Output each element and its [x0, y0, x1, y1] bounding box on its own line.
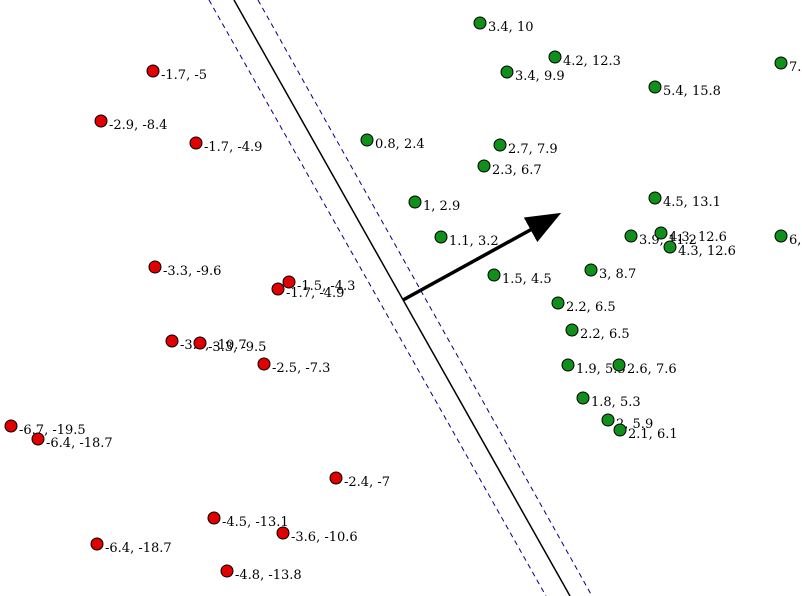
negative-point-label: -1.7, -5 — [161, 68, 207, 83]
positive-point — [551, 296, 565, 310]
margin-line-left — [208, 0, 547, 596]
positive-point-label: 3.4, 9.9 — [515, 69, 565, 84]
positive-point — [500, 65, 514, 79]
negative-points: -1.7, -5 -2.9, -8.4 -1.7, -4.9 -3.3, -9.6 -1… — [4, 64, 390, 583]
negative-point — [146, 64, 160, 78]
negative-point-label: -3.3, -9.5 — [208, 340, 266, 355]
positive-point-label: 1.5, 4.5 — [502, 272, 552, 287]
negative-point-label: -1.5, -4.3 — [297, 279, 355, 294]
positive-point-label: 2.2, 6.5 — [580, 327, 630, 342]
positive-point-label: 1.1, 3.2 — [449, 234, 499, 249]
positive-point-label: 6, — [789, 233, 801, 248]
negative-point — [4, 419, 18, 433]
margin-line-right — [257, 0, 593, 596]
negative-point — [189, 136, 203, 150]
negative-point-label: -3.6, -10.6 — [291, 530, 358, 545]
negative-point — [148, 260, 162, 274]
negative-point — [207, 511, 221, 525]
positive-point-label: 2.6, 7.6 — [627, 362, 677, 377]
positive-point — [473, 16, 487, 30]
positive-point-label: 3.4, 10 — [488, 20, 533, 35]
positive-point — [360, 133, 374, 147]
negative-point-label: -1.7, -4.9 — [204, 140, 262, 155]
positive-point-label: 2.3, 6.7 — [492, 163, 542, 178]
positive-point — [434, 230, 448, 244]
positive-point — [648, 80, 662, 94]
positive-point-label: 1, 2.9 — [423, 199, 460, 214]
negative-point — [271, 282, 285, 296]
negative-point — [165, 334, 179, 348]
positive-point — [648, 191, 662, 205]
positive-point — [601, 413, 615, 427]
positive-point-label: 3, 8.7 — [599, 267, 636, 282]
negative-point-label: -2.9, -8.4 — [109, 118, 167, 133]
positive-point-label: 4.3, 12.6 — [678, 244, 736, 259]
positive-point — [487, 268, 501, 282]
negative-point — [282, 275, 296, 289]
negative-point — [90, 537, 104, 551]
positive-point-label: 0.8, 2.4 — [375, 137, 425, 152]
positive-point-label: 4.3, 12.6 — [669, 230, 727, 245]
positive-point-label: 5.4, 15.8 — [663, 84, 721, 99]
positive-point — [774, 56, 788, 70]
negative-point — [94, 114, 108, 128]
positive-point-label: 3.9, 11.2 — [639, 233, 697, 248]
negative-point-label: -2.5, -7.3 — [272, 361, 330, 376]
positive-point-label: 2.2, 6.5 — [566, 300, 616, 315]
negative-point-label: -3.3, -9.6 — [163, 264, 221, 279]
positive-point-label: 2.1, 6.1 — [628, 427, 678, 442]
negative-point-label: -4.8, -13.8 — [235, 568, 302, 583]
negative-point-label: -2.4, -7 — [344, 475, 390, 490]
positive-point — [654, 226, 668, 240]
positive-point — [663, 240, 677, 254]
negative-point — [193, 336, 207, 350]
positive-point — [613, 423, 627, 437]
positive-point-label: 1.8, 5.3 — [591, 395, 641, 410]
positive-point — [584, 263, 598, 277]
negative-point — [31, 432, 45, 446]
negative-point-label: -6.4, -18.7 — [105, 541, 172, 556]
positive-point — [548, 50, 562, 64]
positive-point-label: 4.5, 13.1 — [663, 195, 721, 210]
positive-point — [576, 391, 590, 405]
negative-point-label: -4.5, -13.1 — [222, 515, 289, 530]
negative-point — [329, 471, 343, 485]
decision-boundary — [233, 0, 571, 596]
normal-vector-arrow — [402, 212, 562, 302]
positive-point-label: 4.2, 12.3 — [563, 54, 621, 69]
positive-point — [561, 358, 575, 372]
positive-point-label: 7. — [789, 60, 801, 75]
positive-point — [477, 159, 491, 173]
positive-point-label: 2.7, 7.9 — [508, 142, 558, 157]
negative-point — [257, 357, 271, 371]
negative-point-label: -6.4, -18.7 — [46, 436, 113, 451]
positive-point — [774, 229, 788, 243]
positive-point — [565, 323, 579, 337]
positive-point — [624, 229, 638, 243]
negative-point — [276, 526, 290, 540]
negative-point — [220, 564, 234, 578]
positive-point — [493, 138, 507, 152]
positive-points: 3.4, 10 4.2, 12.33.4, 9.9 7. 5.4, 15.8 0.8, … — [360, 16, 801, 442]
positive-point — [612, 358, 626, 372]
negative-point-label: -1.7, -4.9 — [286, 286, 344, 301]
positive-point — [408, 195, 422, 209]
